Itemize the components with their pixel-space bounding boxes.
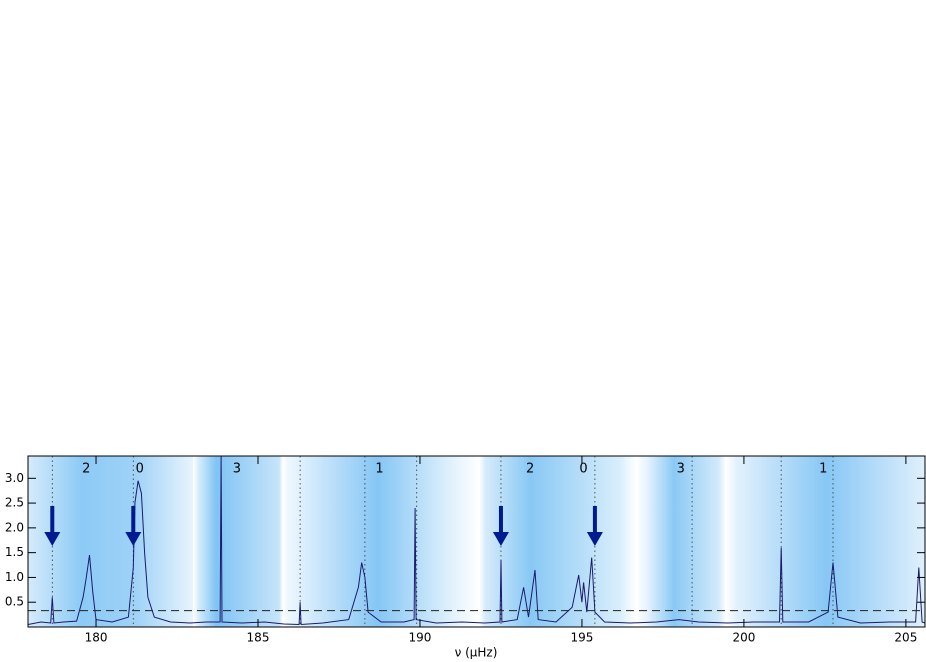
y-tick-label: 1.0 <box>5 570 24 584</box>
plot-background <box>28 456 925 627</box>
y-tick-label: 1.5 <box>5 545 24 559</box>
x-tick-label: 180 <box>85 631 108 645</box>
mode-label: 2 <box>526 462 534 477</box>
x-axis-label: ν (μHz) <box>455 646 498 660</box>
mode-label: 1 <box>375 462 383 477</box>
y-tick-label: 3.0 <box>5 471 24 485</box>
x-tick-label: 195 <box>570 631 593 645</box>
mode-label: 0 <box>579 462 587 477</box>
arrow <box>125 506 142 546</box>
x-tick-label: 205 <box>894 631 917 645</box>
mode-label: 2 <box>82 462 90 477</box>
y-tick-label: 0.5 <box>5 595 24 609</box>
x-tick-label: 185 <box>247 631 270 645</box>
arrow <box>492 506 509 546</box>
arrow <box>586 506 603 546</box>
mode-label: 0 <box>136 462 144 477</box>
x-tick-label: 200 <box>732 631 755 645</box>
spectrum-line <box>27 455 926 626</box>
y-tick-label: 2.0 <box>5 520 24 534</box>
arrow <box>44 506 61 546</box>
mode-label: 3 <box>233 462 241 477</box>
mode-label: 1 <box>819 462 827 477</box>
y-tick-label: 2.5 <box>5 496 24 510</box>
x-tick-label: 190 <box>409 631 432 645</box>
plot-frame <box>27 455 926 628</box>
mode-label: 3 <box>677 462 685 477</box>
